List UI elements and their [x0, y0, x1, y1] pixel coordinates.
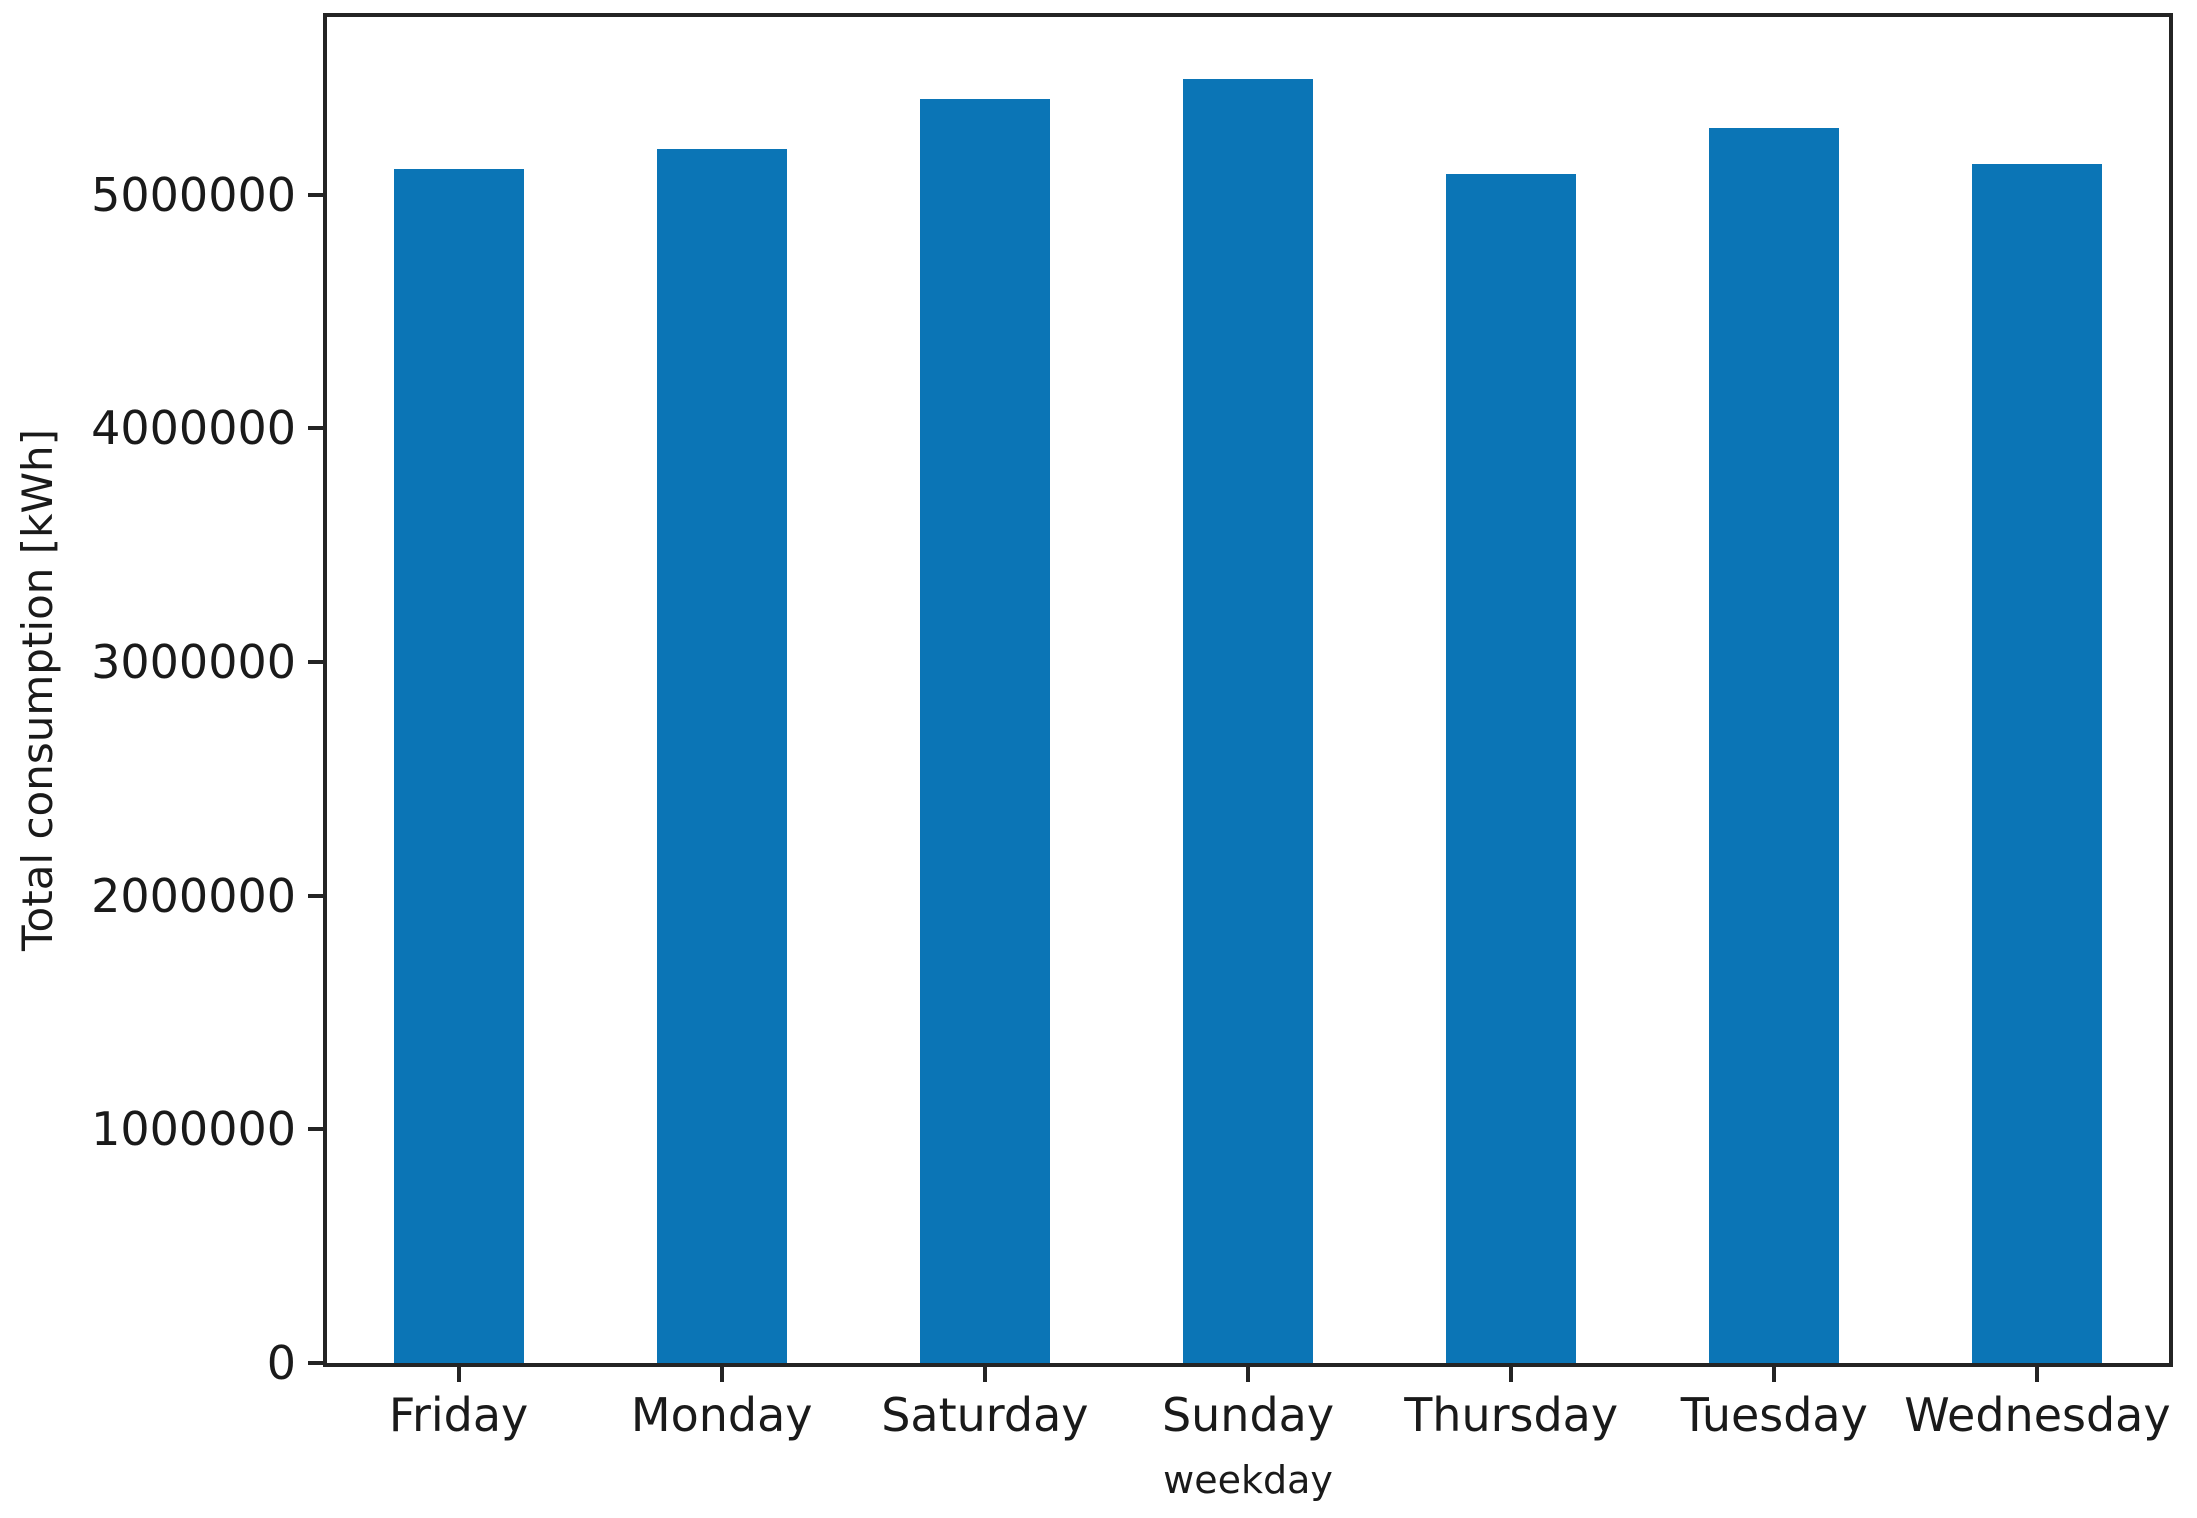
x-tick-mark — [1246, 1367, 1250, 1382]
x-tick-label-saturday: Saturday — [881, 1388, 1089, 1442]
bar-sunday — [1183, 78, 1313, 1363]
x-tick-label-thursday: Thursday — [1404, 1388, 1619, 1442]
bar-monday — [656, 149, 787, 1363]
plot-area — [323, 13, 2173, 1367]
bar-thursday — [1446, 173, 1577, 1363]
x-tick-mark — [1772, 1367, 1777, 1382]
bar-wednesday — [1972, 164, 2103, 1363]
y-tick-mark — [308, 659, 323, 664]
x-tick-mark — [456, 1367, 461, 1382]
y-tick-label: 3000000 — [91, 634, 296, 689]
y-tick-label: 0 — [266, 1336, 296, 1390]
x-tick-mark — [719, 1367, 724, 1382]
x-tick-mark — [1509, 1367, 1514, 1382]
y-tick-label: 5000000 — [91, 167, 296, 222]
bar-friday — [393, 168, 524, 1363]
x-axis-label: weekday — [1163, 1458, 1333, 1502]
bar-tuesday — [1709, 128, 1840, 1363]
y-tick-label: 2000000 — [91, 868, 296, 923]
y-tick-label: 1000000 — [91, 1102, 296, 1157]
y-tick-mark — [308, 1361, 323, 1365]
y-tick-mark — [308, 426, 323, 431]
x-tick-label-monday: Monday — [630, 1388, 813, 1442]
y-tick-mark — [308, 192, 323, 197]
x-tick-mark — [2035, 1367, 2040, 1382]
x-tick-label-wednesday: Wednesday — [1904, 1388, 2171, 1442]
x-tick-label-friday: Friday — [388, 1388, 529, 1442]
bar-saturday — [919, 98, 1050, 1363]
y-tick-mark — [308, 893, 323, 898]
x-tick-label-tuesday: Tuesday — [1680, 1388, 1868, 1442]
x-tick-mark — [982, 1367, 987, 1382]
x-tick-label-sunday: Sunday — [1161, 1388, 1335, 1442]
y-tick-mark — [308, 1127, 323, 1132]
y-tick-label: 4000000 — [91, 401, 296, 456]
